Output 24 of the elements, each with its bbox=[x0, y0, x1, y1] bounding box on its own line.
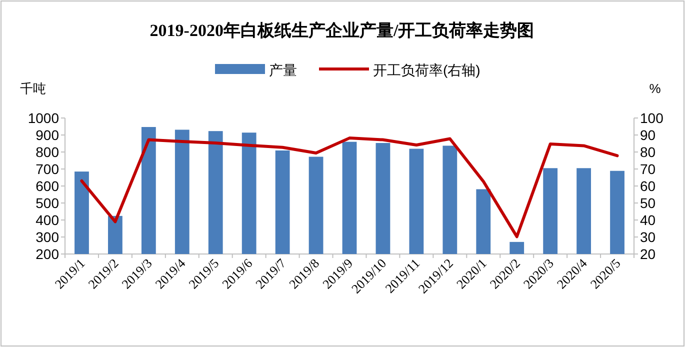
y2-tick-label: 100 bbox=[640, 110, 664, 126]
y2-tick-label: 30 bbox=[640, 229, 656, 245]
y2-tick-label: 80 bbox=[640, 144, 656, 160]
legend-label: 开工负荷率(右轴) bbox=[373, 62, 480, 78]
y2-tick-label: 50 bbox=[640, 195, 656, 211]
y2-tick-label: 60 bbox=[640, 178, 656, 194]
y2-axis-title: % bbox=[649, 81, 662, 96]
y2-tick-label: 70 bbox=[640, 161, 656, 177]
y2-tick-label: 40 bbox=[640, 212, 656, 228]
y-tick-label: 200 bbox=[36, 246, 60, 262]
y-tick-label: 1000 bbox=[28, 110, 60, 126]
y2-tick-label: 20 bbox=[640, 246, 656, 262]
chart-title: 2019-2020年白板纸生产企业产量/开工负荷率走势图 bbox=[150, 21, 534, 40]
y-tick-label: 800 bbox=[36, 144, 60, 160]
y-tick-label: 400 bbox=[36, 212, 60, 228]
y-tick-label: 600 bbox=[36, 178, 60, 194]
y-tick-label: 900 bbox=[36, 127, 60, 143]
legend-label: 产量 bbox=[269, 62, 297, 78]
y-axis-title: 千吨 bbox=[20, 81, 46, 96]
line-series bbox=[80, 136, 619, 238]
y-tick-label: 700 bbox=[36, 161, 60, 177]
y2-tick-label: 90 bbox=[640, 127, 656, 143]
y-tick-label: 500 bbox=[36, 195, 60, 211]
y-tick-label: 300 bbox=[36, 229, 60, 245]
